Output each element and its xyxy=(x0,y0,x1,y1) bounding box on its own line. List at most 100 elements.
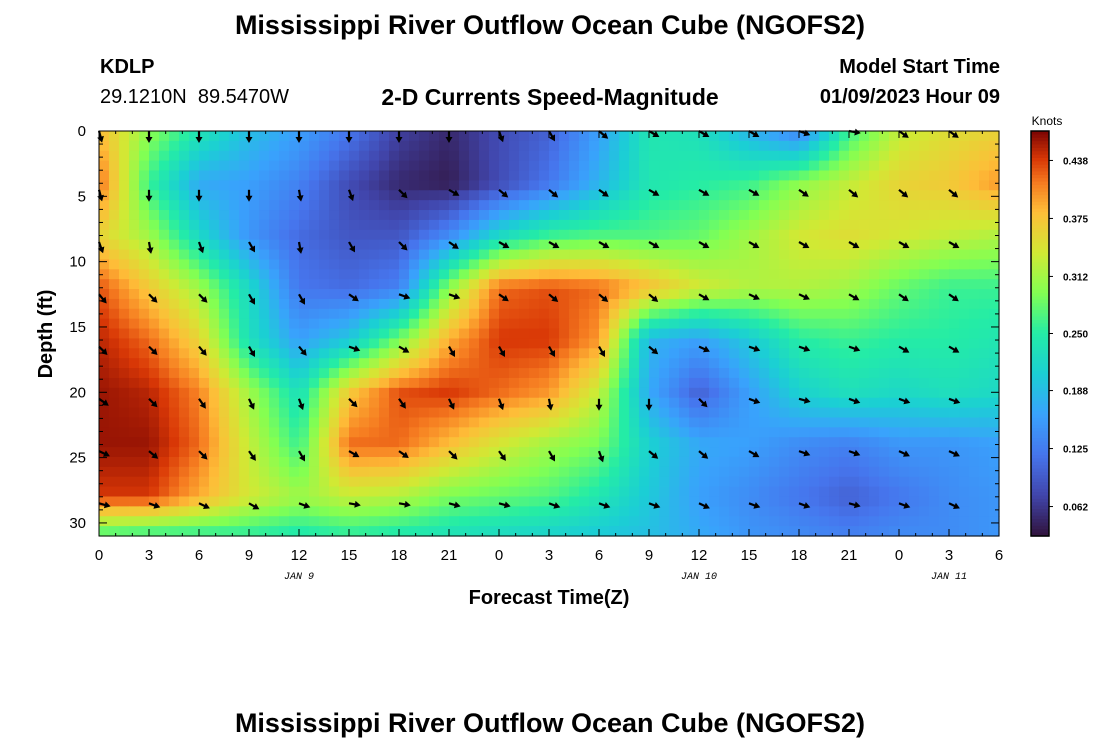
heatmap-cell xyxy=(849,131,860,142)
heatmap-cell xyxy=(659,298,670,310)
heatmap-cell xyxy=(449,210,460,221)
heatmap-cell xyxy=(199,387,210,399)
heatmap-cell xyxy=(569,526,580,537)
heatmap-cell xyxy=(749,526,760,537)
y-tick-label: 10 xyxy=(69,254,86,271)
heatmap-cell xyxy=(329,417,340,428)
heatmap-cell xyxy=(979,249,990,261)
heatmap-cell xyxy=(319,328,330,340)
heatmap-cell xyxy=(349,170,360,181)
heatmap-cell xyxy=(829,506,840,517)
heatmap-cell xyxy=(609,239,620,251)
heatmap-cell xyxy=(129,229,140,241)
x-axis-title: Forecast Time(Z) xyxy=(469,587,630,609)
heatmap-cell xyxy=(989,200,1000,211)
heatmap-cell xyxy=(719,200,730,211)
heatmap-cell xyxy=(559,476,570,488)
current-arrow xyxy=(546,398,554,411)
heatmap-cell xyxy=(959,526,970,537)
heatmap-cell xyxy=(759,496,770,507)
heatmap-cell xyxy=(439,318,450,330)
heatmap-cell xyxy=(289,368,300,379)
heatmap-cell xyxy=(379,289,390,300)
x-tick-label: 9 xyxy=(245,547,253,564)
heatmap-cell xyxy=(789,456,800,468)
heatmap-cell xyxy=(789,377,800,389)
heatmap-cell xyxy=(789,229,800,241)
heatmap-cell xyxy=(619,526,630,537)
heatmap-cell xyxy=(909,210,920,221)
heatmap-cell xyxy=(869,387,880,399)
heatmap-cell xyxy=(939,387,950,399)
heatmap-cell xyxy=(279,368,290,379)
heatmap-cell xyxy=(799,308,810,320)
heatmap-cell xyxy=(979,259,990,270)
current-arrow xyxy=(498,346,505,357)
heatmap-cell xyxy=(169,496,180,507)
heatmap-cell xyxy=(309,229,320,241)
heatmap-cell xyxy=(559,190,570,201)
heatmap-cell xyxy=(439,368,450,379)
heatmap-cell xyxy=(479,427,490,438)
heatmap-cell xyxy=(559,506,570,517)
heatmap-cell xyxy=(539,140,550,152)
heatmap-cell xyxy=(279,486,290,498)
heatmap-cell xyxy=(119,417,130,428)
heatmap-cell xyxy=(569,200,580,211)
heatmap-cell xyxy=(699,318,710,330)
heatmap-cell xyxy=(419,289,430,300)
heatmap-cell xyxy=(679,269,690,280)
heatmap-cell xyxy=(109,368,120,379)
heatmap-cell xyxy=(599,318,610,330)
heatmap-cell xyxy=(529,150,540,162)
heatmap-cell xyxy=(149,200,160,211)
heatmap-cell xyxy=(229,456,240,468)
heatmap-cell xyxy=(399,318,410,330)
x-tick-label: 15 xyxy=(341,547,358,564)
heatmap-cell xyxy=(209,526,220,537)
heatmap-cell xyxy=(429,239,440,251)
heatmap-cell xyxy=(949,229,960,241)
heatmap-cell xyxy=(489,131,500,142)
heatmap-cell xyxy=(409,427,420,438)
heatmap-cell xyxy=(799,358,810,369)
heatmap-cell xyxy=(189,269,200,280)
heatmap-cell xyxy=(719,338,730,349)
heatmap-cell xyxy=(529,397,540,409)
heatmap-cell xyxy=(549,377,560,389)
heatmap-cell xyxy=(259,427,270,438)
heatmap-cell xyxy=(149,190,160,201)
heatmap-cell xyxy=(329,269,340,280)
heatmap-cell xyxy=(349,308,360,320)
arrow-head xyxy=(651,295,659,302)
heatmap-cell xyxy=(169,279,180,290)
heatmap-cell xyxy=(139,160,150,172)
heatmap-cell xyxy=(509,210,520,221)
current-arrow xyxy=(145,189,153,202)
heatmap-cell xyxy=(429,289,440,300)
heatmap-cell xyxy=(809,328,820,340)
heatmap-cell xyxy=(179,516,190,527)
heatmap-cell xyxy=(739,516,750,527)
heatmap-cell xyxy=(849,427,860,438)
heatmap-cell xyxy=(889,456,900,468)
heatmap-cell xyxy=(799,140,810,152)
heatmap-cell xyxy=(649,279,660,290)
heatmap-cell xyxy=(319,456,330,468)
y-tick-label: 25 xyxy=(69,450,86,467)
heatmap-cell xyxy=(649,506,660,517)
heatmap-cell xyxy=(939,308,950,320)
heatmap-cell xyxy=(209,358,220,369)
heatmap-cell xyxy=(339,328,350,340)
heatmap-cell xyxy=(959,249,970,261)
heatmap-cell xyxy=(779,160,790,172)
heatmap-cell xyxy=(409,239,420,251)
heatmap-cell xyxy=(129,417,140,428)
heatmap-cell xyxy=(569,377,580,389)
heatmap-cell xyxy=(569,140,580,152)
heatmap-cell xyxy=(539,131,550,142)
heatmap-cell xyxy=(819,160,830,172)
heatmap-cell xyxy=(649,289,660,300)
heatmap-cell xyxy=(489,170,500,181)
heatmap-cell xyxy=(969,249,980,261)
